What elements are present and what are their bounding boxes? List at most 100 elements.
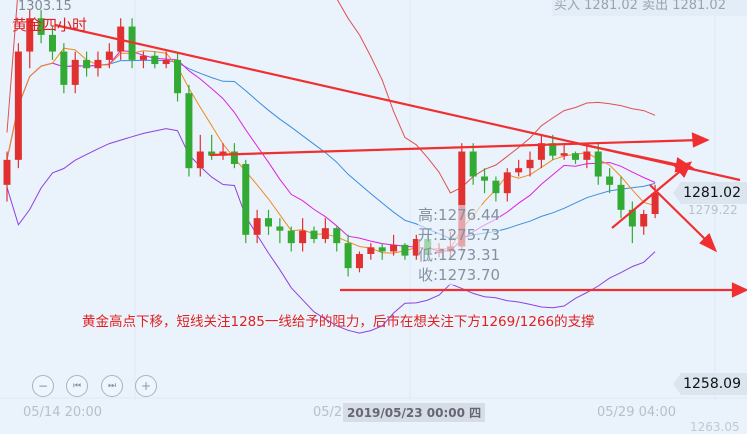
candle[interactable] bbox=[162, 51, 170, 69]
zoom-in-button[interactable]: + bbox=[135, 375, 157, 397]
candle[interactable] bbox=[71, 51, 79, 94]
candle[interactable] bbox=[287, 226, 295, 252]
candle[interactable] bbox=[196, 134, 204, 177]
candle[interactable] bbox=[401, 243, 409, 260]
arrow-line bbox=[574, 141, 685, 168]
quote-bar[interactable]: 买入 1281.02 卖出 1281.02 bbox=[552, 0, 747, 16]
candle[interactable] bbox=[549, 134, 557, 160]
secondary-price-tag: 1279.22 bbox=[688, 203, 738, 217]
candle[interactable] bbox=[412, 234, 420, 260]
candle[interactable] bbox=[48, 26, 56, 60]
candle[interactable] bbox=[492, 176, 500, 202]
candle[interactable] bbox=[14, 43, 22, 169]
candle-body bbox=[139, 55, 147, 60]
sell-label: 卖出 bbox=[642, 0, 669, 13]
candle[interactable] bbox=[628, 201, 636, 244]
candle[interactable] bbox=[276, 218, 284, 244]
candle[interactable] bbox=[321, 218, 329, 244]
candle-body bbox=[230, 151, 238, 165]
down-arrow-line bbox=[649, 184, 711, 245]
candle[interactable] bbox=[333, 226, 341, 252]
candle[interactable] bbox=[37, 9, 45, 44]
candle[interactable] bbox=[3, 151, 11, 202]
top-price-label: 1303.15 bbox=[18, 0, 72, 14]
candle[interactable] bbox=[367, 243, 375, 260]
candle-body bbox=[105, 51, 113, 60]
candle[interactable] bbox=[105, 43, 113, 69]
candle[interactable] bbox=[469, 143, 477, 185]
candle[interactable] bbox=[583, 143, 591, 169]
candle[interactable] bbox=[265, 209, 273, 235]
candle[interactable] bbox=[174, 51, 182, 102]
candle[interactable] bbox=[242, 159, 250, 244]
candle-body bbox=[378, 247, 386, 252]
bollinger-lower-line bbox=[6, 128, 656, 334]
candle[interactable] bbox=[515, 159, 523, 177]
candle[interactable] bbox=[537, 134, 545, 169]
current-price-tag: 1281.02 bbox=[673, 182, 747, 204]
candle[interactable] bbox=[355, 251, 363, 273]
crosshair-price-tag: 1258.09 bbox=[673, 373, 747, 395]
candle[interactable] bbox=[208, 134, 216, 160]
candle[interactable] bbox=[378, 243, 386, 260]
resistance-line bbox=[209, 138, 701, 157]
step-back-icon: ⏮ bbox=[72, 381, 82, 391]
candle[interactable] bbox=[572, 151, 579, 165]
x-label-right: 05/29 04:00 bbox=[597, 405, 677, 420]
candle[interactable] bbox=[151, 51, 159, 69]
candle[interactable] bbox=[310, 226, 318, 244]
candle[interactable] bbox=[640, 209, 648, 235]
candle[interactable] bbox=[344, 234, 352, 277]
candle[interactable] bbox=[481, 168, 489, 194]
candle[interactable] bbox=[606, 168, 614, 194]
candle[interactable] bbox=[26, 9, 34, 69]
candle-body bbox=[310, 230, 318, 239]
candle-body bbox=[344, 243, 352, 269]
tooltip-high: 高:1276.44 bbox=[418, 206, 501, 224]
buy-price: 1281.02 bbox=[584, 0, 638, 13]
ohlc-tooltip: 高:1276.44 开:1275.73 低:1273.31 收:1273.70 bbox=[418, 205, 501, 285]
candle-body bbox=[60, 51, 68, 85]
candle-body bbox=[48, 34, 56, 52]
candle-body bbox=[572, 153, 579, 160]
zoom-out-icon: − bbox=[37, 379, 49, 393]
candle-body bbox=[503, 172, 511, 194]
candle[interactable] bbox=[560, 143, 568, 160]
candle[interactable] bbox=[526, 151, 534, 177]
candle[interactable] bbox=[594, 143, 602, 185]
candle[interactable] bbox=[185, 84, 193, 177]
candle[interactable] bbox=[83, 51, 91, 77]
candle-body bbox=[333, 228, 341, 244]
candle[interactable] bbox=[503, 168, 511, 202]
candle[interactable] bbox=[230, 143, 238, 169]
candle-body bbox=[242, 164, 250, 235]
candle[interactable] bbox=[219, 143, 227, 160]
candle[interactable] bbox=[139, 51, 147, 69]
candle[interactable] bbox=[390, 234, 398, 256]
candle-body bbox=[287, 230, 295, 244]
zoom-in-icon: + bbox=[140, 379, 152, 393]
tooltip-low: 低:1273.31 bbox=[418, 246, 501, 264]
candle[interactable] bbox=[60, 43, 68, 94]
candle-body bbox=[3, 159, 11, 185]
analysis-note: 黄金高点下移，短线关注1285一线给予的阻力，后市在想关注下方1269/1266… bbox=[82, 314, 595, 330]
candle-body bbox=[355, 253, 363, 269]
candle[interactable] bbox=[94, 51, 102, 77]
x-label-selected: 2019/05/23 00:00 四 bbox=[343, 403, 486, 422]
candle-body bbox=[492, 180, 500, 194]
candle-body bbox=[481, 176, 489, 181]
candle[interactable] bbox=[253, 209, 261, 244]
candle-body bbox=[390, 244, 398, 252]
candle[interactable] bbox=[299, 218, 307, 252]
candle-body bbox=[26, 18, 34, 52]
step-back-button[interactable]: ⏮ bbox=[66, 375, 88, 397]
candle-body bbox=[401, 244, 409, 256]
zoom-out-button[interactable]: − bbox=[32, 375, 54, 397]
candle[interactable] bbox=[617, 176, 625, 219]
bottom-price-label: 1263.05 bbox=[690, 420, 740, 434]
candle-body bbox=[208, 151, 216, 156]
candle-body bbox=[628, 209, 636, 227]
step-forward-button[interactable]: ⏭ bbox=[101, 375, 123, 397]
candle-body bbox=[196, 151, 204, 169]
